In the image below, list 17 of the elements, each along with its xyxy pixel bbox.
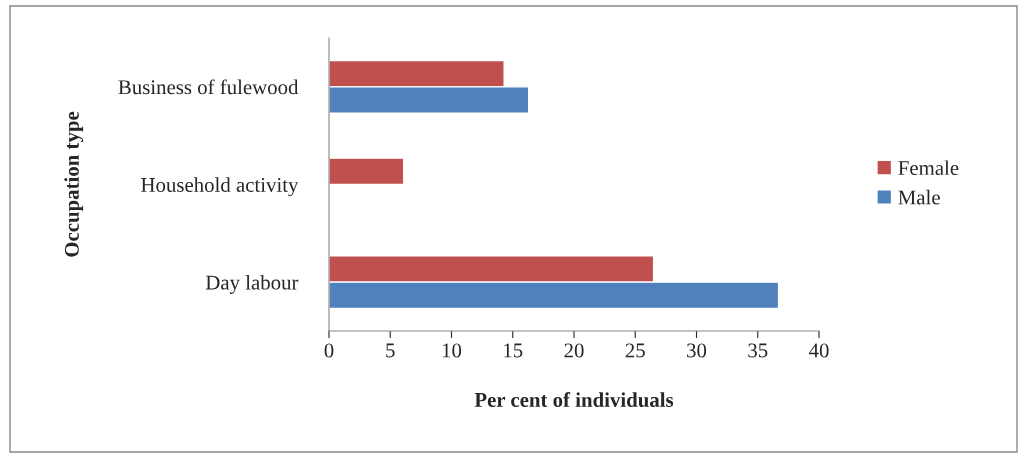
legend-label: Male bbox=[898, 189, 940, 205]
x-tick-label: 10 bbox=[442, 343, 462, 358]
y-tick-label: Day labour bbox=[205, 274, 299, 294]
x-tick-label: 35 bbox=[748, 343, 768, 358]
x-tick-label: 20 bbox=[564, 343, 584, 358]
y-tick-label: Household activity bbox=[141, 177, 299, 197]
x-tick-label: 40 bbox=[808, 343, 829, 358]
x-tick-label: 0 bbox=[324, 343, 334, 358]
y-axis-title: Occupation type bbox=[64, 111, 84, 257]
x-tick-label: 25 bbox=[625, 343, 645, 358]
bar bbox=[329, 157, 405, 186]
x-tick-label: 30 bbox=[687, 343, 707, 358]
x-axis-title: Per cent of individuals bbox=[474, 392, 674, 407]
x-tick-label: 5 bbox=[386, 343, 395, 358]
y-tick-label: Business of fulewood bbox=[118, 79, 299, 95]
legend-label: Female bbox=[898, 160, 959, 176]
x-tick-label: 15 bbox=[504, 343, 523, 358]
